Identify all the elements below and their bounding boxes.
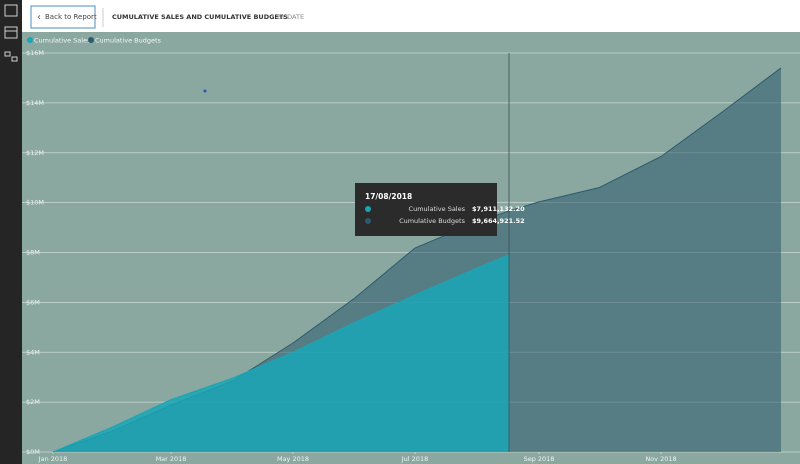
- legend-marker: [27, 37, 33, 43]
- x-tick-label: Sep 2018: [524, 455, 555, 463]
- sidebar-icons[interactable]: [4, 4, 18, 62]
- model-icon[interactable]: [4, 51, 11, 57]
- y-tick-label: $16M: [26, 49, 44, 57]
- tooltip-value: $7,911,132.20: [472, 205, 525, 213]
- tooltip-marker: [365, 206, 371, 212]
- tooltip-series: Cumulative Budgets: [399, 217, 466, 225]
- cursor-dot: [203, 89, 207, 93]
- back-arrow: ‹: [37, 12, 41, 23]
- y-tick-label: $10M: [26, 199, 44, 207]
- tooltip-value: $9,664,921.52: [472, 217, 525, 225]
- data-icon[interactable]: [4, 26, 18, 39]
- x-tick-label: Jul 2018: [401, 455, 428, 463]
- tooltip: [355, 183, 497, 236]
- report-icon[interactable]: [4, 4, 18, 17]
- area-fill: [53, 254, 509, 452]
- area-fill: [53, 67, 781, 453]
- legend-label: Cumulative Sales: [34, 37, 91, 45]
- x-tick-label: Mar 2018: [156, 455, 187, 463]
- y-tick-label: $2M: [26, 398, 40, 406]
- plot: $0M $2M $4M $6M $8M $10M $12M $14M $16M Jan 2018 M…: [22, 37, 800, 463]
- sidebar: [0, 0, 22, 464]
- model-icon: [11, 56, 18, 62]
- header-bar: [22, 0, 800, 32]
- tooltip-date: 17/08/2018: [365, 192, 412, 201]
- back-button-label[interactable]: Back to Report: [45, 13, 97, 21]
- y-tick-label: $4M: [26, 348, 40, 356]
- legend-label: Cumulative Budgets: [95, 37, 162, 45]
- visual-subtitle: BY DATE: [277, 13, 304, 21]
- visual-title: CUMULATIVE SALES AND CUMULATIVE BUDGETS: [112, 13, 288, 21]
- tooltip-marker: [365, 218, 371, 224]
- area-line: [52, 254, 510, 453]
- y-tick-label: $14M: [26, 99, 44, 107]
- y-tick-label: $6M: [26, 298, 40, 306]
- y-tick-label: $8M: [26, 249, 40, 257]
- y-tick-label: $0M: [26, 448, 40, 456]
- x-tick-label: Nov 2018: [645, 455, 676, 463]
- legend-marker: [88, 37, 94, 43]
- y-tick-label: $12M: [26, 149, 44, 157]
- back-button[interactable]: [30, 5, 96, 29]
- tooltip-series: Cumulative Sales: [409, 205, 466, 213]
- x-tick-label: May 2018: [277, 455, 309, 463]
- x-tick-label: Jan 2018: [38, 455, 68, 463]
